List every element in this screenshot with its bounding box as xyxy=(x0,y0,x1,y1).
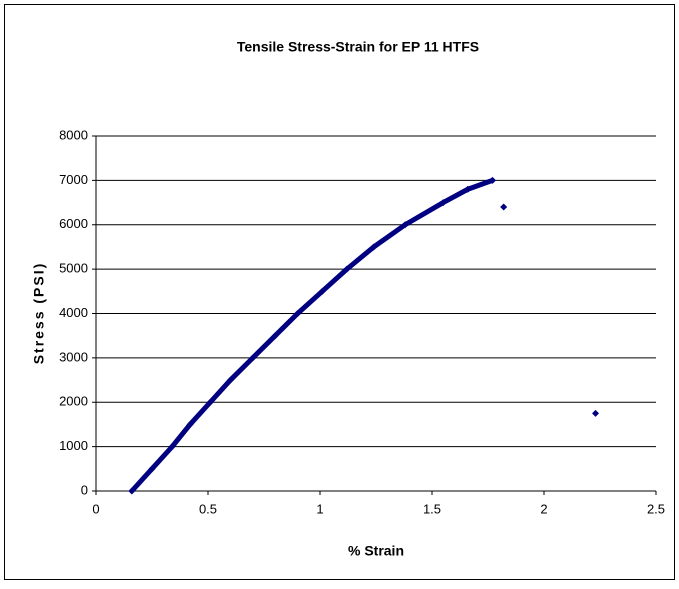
y-tick-label: 7000 xyxy=(59,172,88,187)
data-point xyxy=(271,332,279,340)
data-point xyxy=(488,176,496,184)
data-point xyxy=(249,354,257,362)
data-point xyxy=(592,409,600,417)
y-tick-label: 3000 xyxy=(59,349,88,364)
x-axis-title: % Strain xyxy=(348,543,404,559)
y-tick-label: 1000 xyxy=(59,438,88,453)
data-point xyxy=(343,265,351,273)
data-point xyxy=(370,243,378,251)
data-point xyxy=(128,487,136,495)
x-tick-label: 1 xyxy=(316,501,323,516)
data-point xyxy=(464,185,472,193)
data-point xyxy=(439,199,447,207)
chart-border xyxy=(4,4,675,580)
data-point xyxy=(500,203,508,211)
x-tick-label: 2.5 xyxy=(647,501,665,516)
series-line xyxy=(129,177,495,494)
y-tick-label: 5000 xyxy=(59,261,88,276)
data-point xyxy=(168,443,176,451)
y-tick-label: 0 xyxy=(81,482,88,497)
data-point xyxy=(318,287,326,295)
x-tick-label: 2 xyxy=(540,501,547,516)
y-tick-label: 8000 xyxy=(59,127,88,142)
x-tick-label: 1.5 xyxy=(423,501,441,516)
data-point xyxy=(186,420,194,428)
data-point xyxy=(148,465,156,473)
data-point xyxy=(206,398,214,406)
data-point xyxy=(401,221,409,229)
x-tick-label: 0 xyxy=(92,501,99,516)
y-tick-label: 4000 xyxy=(59,305,88,320)
data-point xyxy=(226,376,234,384)
y-tick-label: 6000 xyxy=(59,216,88,231)
data-point xyxy=(294,310,302,317)
x-tick-label: 0.5 xyxy=(199,501,217,516)
y-axis-title: Stress (PSI) xyxy=(31,262,47,365)
chart-title: Tensile Stress-Strain for EP 11 HTFS xyxy=(237,39,479,55)
y-tick-label: 2000 xyxy=(59,394,88,409)
